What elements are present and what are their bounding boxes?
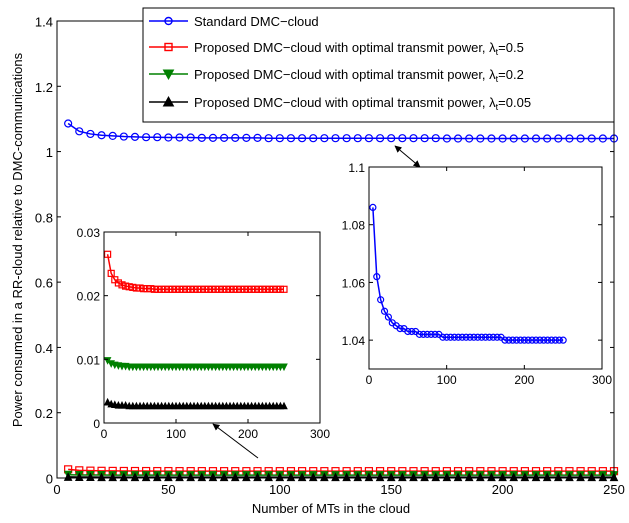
main-point-standard-0 xyxy=(65,120,72,127)
inset-left-xtick-label-0: 0 xyxy=(101,427,108,441)
legend-label-lambda-02: Proposed DMC−cloud with optimal transmit… xyxy=(194,67,524,84)
legend-label-lambda-05: Proposed DMC−cloud with optimal transmit… xyxy=(194,40,524,57)
y-axis-label: Power consumed in a RR-cloud relative to… xyxy=(10,52,25,427)
main-ytick-label-1: 0.2 xyxy=(35,406,53,421)
main-ytick-label-3: 0.6 xyxy=(35,276,53,291)
main-xtick-label-1: 50 xyxy=(161,482,175,497)
inset-right-ytick-label-0: 1.04 xyxy=(342,334,366,348)
inset-left-xtick-label-2: 200 xyxy=(238,427,258,441)
main-ytick-label-5: 1 xyxy=(46,145,53,160)
inset-left-xtick-label-1: 100 xyxy=(166,427,186,441)
legend-label-lambda-005: Proposed DMC−cloud with optimal transmit… xyxy=(194,95,531,112)
main-ytick-label-6: 1.2 xyxy=(35,80,53,95)
legend-entry-lambda-02: Proposed DMC−cloud with optimal transmit… xyxy=(149,67,524,84)
x-axis-label: Number of MTs in the cloud xyxy=(252,501,410,516)
inset-right-xtick-label-1: 100 xyxy=(437,373,457,387)
inset-left-background xyxy=(104,232,320,423)
inset-right-xtick-label-3: 300 xyxy=(592,373,612,387)
inset-right-ytick-label-1: 1.06 xyxy=(342,276,366,290)
main-xtick-label-2: 100 xyxy=(269,482,291,497)
inset-left-plot: 0 100 200 300 0 0.01 0.02 0.03 xyxy=(77,226,331,441)
main-xtick-label-5: 250 xyxy=(603,482,625,497)
inset-right-xtick-label-0: 0 xyxy=(366,373,373,387)
main-xtick-label-4: 200 xyxy=(492,482,514,497)
main-ytick-label-0: 0 xyxy=(46,472,53,487)
inset-left-ytick-label-1: 0.01 xyxy=(77,353,101,367)
inset-right-ytick-label-3: 1.1 xyxy=(348,161,365,175)
inset-left-xtick-label-3: 300 xyxy=(310,427,330,441)
main-xtick-label-0: 0 xyxy=(53,482,60,497)
inset-left-ytick-label-0: 0 xyxy=(93,417,100,431)
inset-right-ytick-label-2: 1.08 xyxy=(342,219,366,233)
inset-right-background xyxy=(369,167,602,369)
inset-left-ytick-label-3: 0.03 xyxy=(77,226,101,240)
legend: Standard DMC−cloud Proposed DMC−cloud wi… xyxy=(143,8,614,122)
main-ytick-label-2: 0.4 xyxy=(35,341,53,356)
main-ytick-label-7: 1.4 xyxy=(35,15,53,30)
legend-entry-lambda-05: Proposed DMC−cloud with optimal transmit… xyxy=(149,40,524,57)
inset-left-ytick-label-2: 0.02 xyxy=(77,290,101,304)
inset-right-plot: 0 100 200 300 1.04 1.06 1.08 1.1 xyxy=(342,161,613,387)
main-xtick-label-3: 150 xyxy=(380,482,402,497)
legend-label-standard: Standard DMC−cloud xyxy=(194,14,319,29)
inset-right-xtick-label-2: 200 xyxy=(514,373,534,387)
inset-right-pointer-arrow xyxy=(395,146,420,167)
legend-entry-lambda-005: Proposed DMC−cloud with optimal transmit… xyxy=(149,95,531,112)
main-ytick-label-4: 0.8 xyxy=(35,210,53,225)
